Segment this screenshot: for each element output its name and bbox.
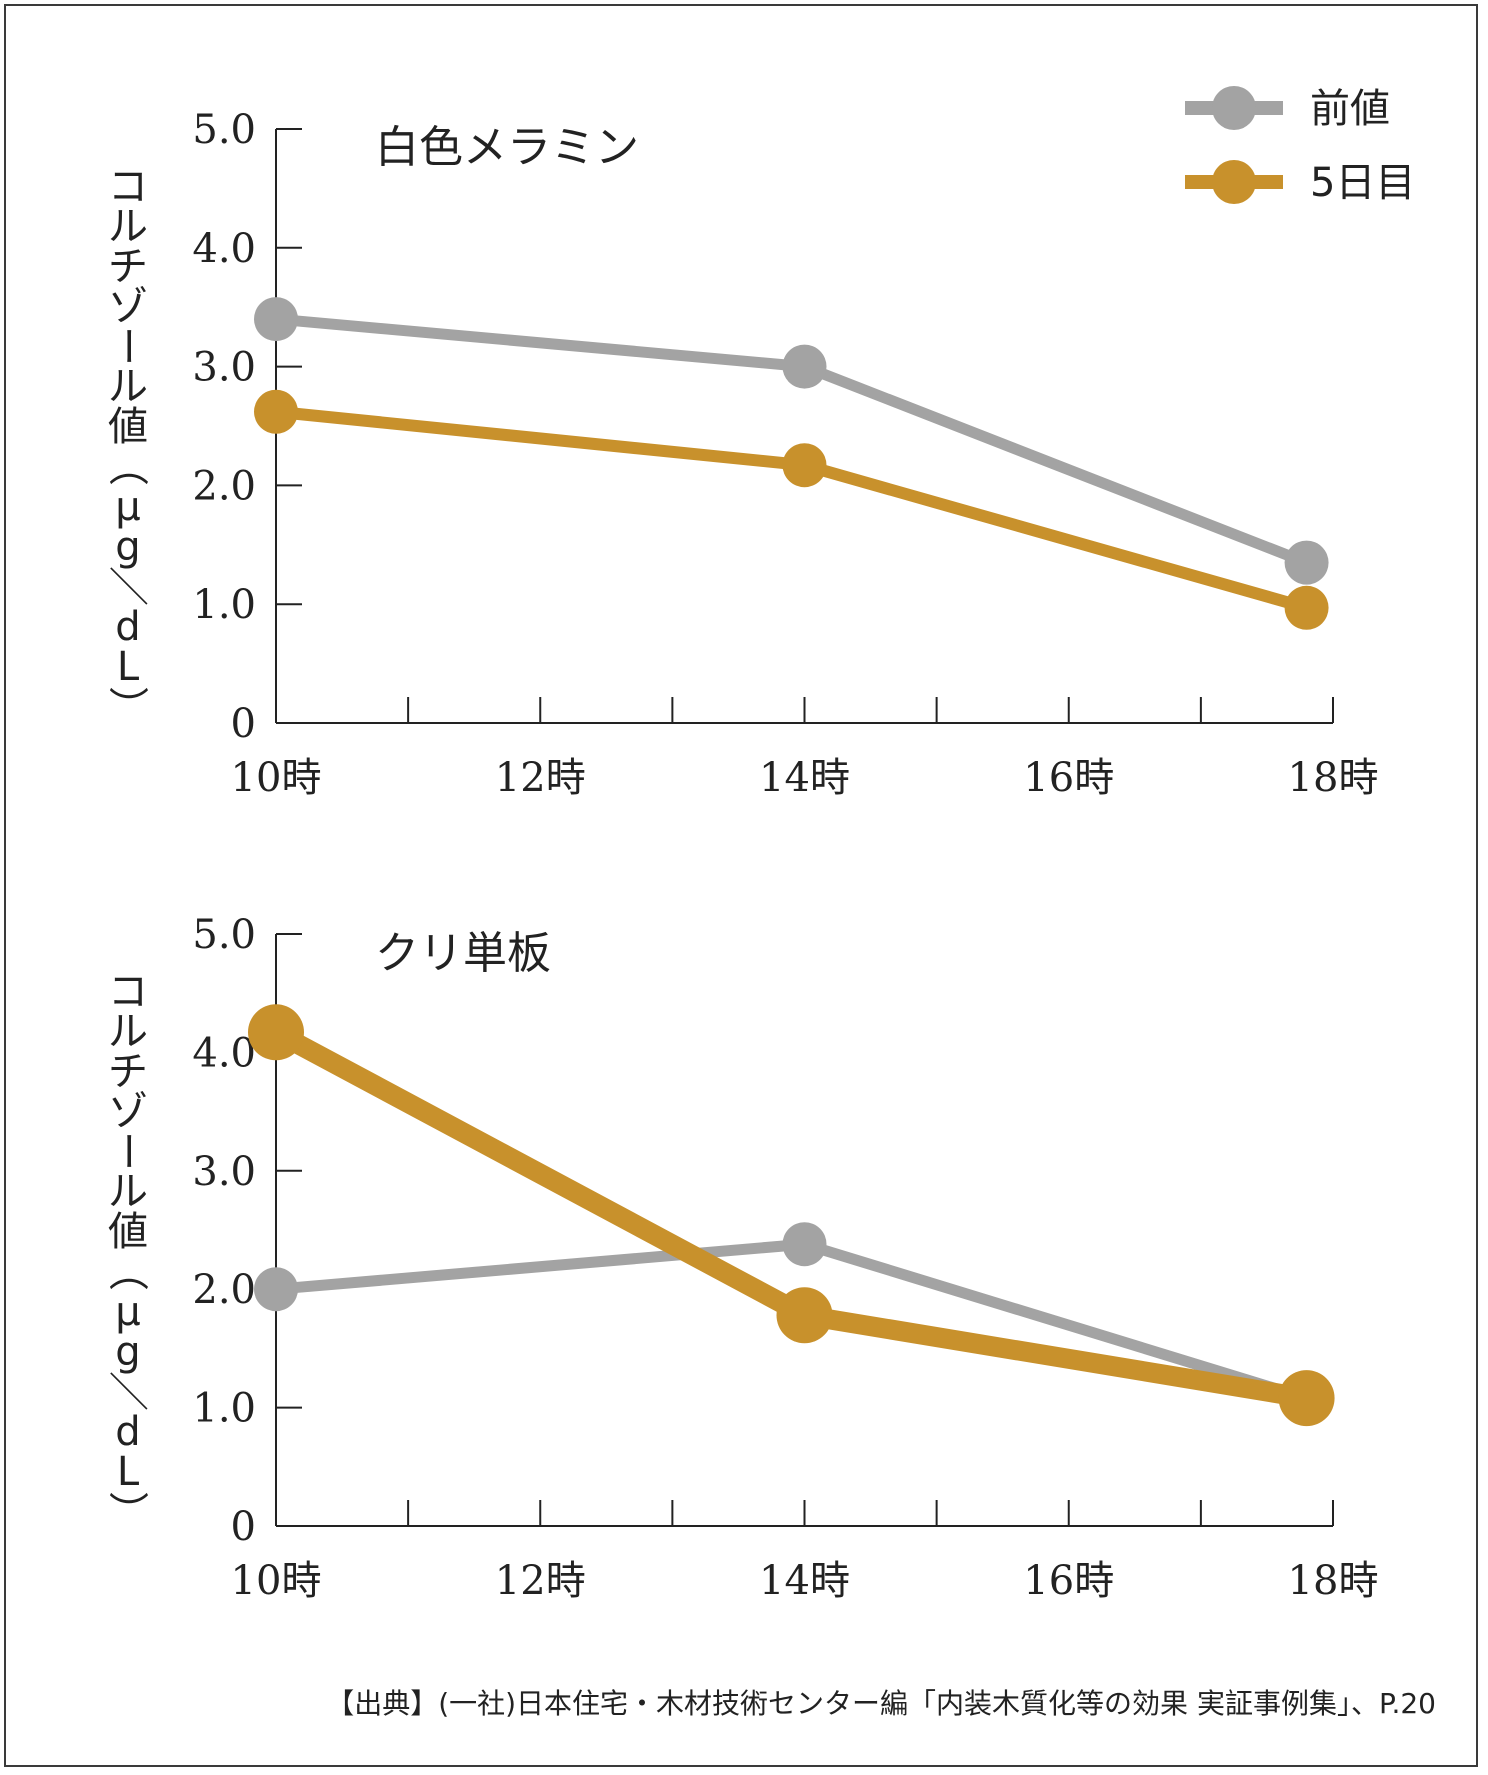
y-axis-label-char: ル	[108, 364, 148, 410]
x-tick-label: 12時	[495, 1558, 586, 1604]
y-axis-label-char: 値	[108, 404, 148, 450]
y-axis-label-char: d	[115, 604, 140, 650]
x-tick-label: 10時	[231, 1558, 322, 1604]
x-tick-label: 14時	[759, 1558, 850, 1604]
y-axis-label-char: ル	[108, 1169, 148, 1215]
series-layer	[248, 1004, 1335, 1427]
y-tick-label: 4.0	[192, 226, 256, 272]
y-axis-label-char: コ	[108, 164, 148, 210]
legend-marker-previous	[1212, 86, 1256, 130]
y-axis-label-char: L	[117, 644, 140, 690]
y-tick-label: 3.0	[192, 1149, 256, 1195]
x-tick-label: 16時	[1023, 1558, 1114, 1604]
data-point-previous	[254, 1267, 298, 1312]
y-tick-label: 1.0	[192, 1386, 256, 1432]
y-axis-label-char: コ	[108, 969, 148, 1015]
y-axis-label-char: ゾ	[108, 284, 148, 330]
x-tick-label: 16時	[1023, 755, 1114, 801]
y-tick-label: 2.0	[192, 1267, 256, 1313]
y-axis-label-char: ル	[108, 204, 148, 250]
data-point-previous	[782, 1222, 827, 1267]
y-axis-label-char: ／	[104, 566, 150, 606]
axes: 0 1.0 2.0 3.0 4.0 5.0 10時 12時 14時 16時 18時	[192, 107, 1378, 801]
chart-title: クリ単板	[375, 928, 551, 979]
chart-title: 白色メラミン	[375, 122, 639, 173]
data-point-previous	[1284, 540, 1329, 585]
source-citation: 【出典】(一社)日本住宅・木材技術センター編「内装木質化等の効果 実証事例集」、…	[326, 1687, 1436, 1720]
y-tick-label: 0	[231, 701, 256, 747]
x-tick-label: 14時	[759, 755, 850, 801]
y-axis-label-char: チ	[108, 244, 148, 290]
data-point-previous	[782, 344, 827, 389]
series-line-day5	[266, 1022, 1317, 1409]
y-axis-label-char: （	[104, 1251, 150, 1291]
y-axis-label-char: ル	[108, 1009, 148, 1055]
x-tick-label: 18時	[1288, 1558, 1379, 1604]
x-tick-label: 18時	[1288, 755, 1379, 801]
figure-frame	[4, 4, 1478, 1767]
data-point-day5	[1278, 1370, 1335, 1427]
y-axis-label-char: ゾ	[108, 1089, 148, 1135]
legend-label-day5: 5日目	[1310, 160, 1415, 206]
y-tick-label: 5.0	[192, 107, 256, 153]
y-tick-label: 2.0	[192, 463, 256, 509]
y-axis-label-char: μ	[115, 484, 140, 530]
y-axis-label-char: ／	[104, 1371, 150, 1411]
axes: 0 1.0 2.0 3.0 4.0 5.0 10時 12時 14時 16時 18時	[192, 912, 1378, 1604]
y-axis-label-char: チ	[108, 1049, 148, 1095]
y-axis-label-char: g	[115, 524, 140, 570]
data-point-previous	[254, 297, 298, 342]
y-axis-label-char: d	[115, 1409, 140, 1455]
x-tick-label: 12時	[495, 755, 586, 801]
y-axis-label-char: （	[104, 446, 150, 486]
data-point-day5	[248, 1004, 304, 1061]
data-point-day5	[782, 443, 827, 488]
legend-label-previous: 前値	[1310, 86, 1390, 132]
y-tick-label: 3.0	[192, 345, 256, 391]
data-point-day5	[1284, 585, 1329, 630]
series-layer	[254, 297, 1329, 630]
y-axis-label-char: 値	[108, 1209, 148, 1255]
y-axis-label-char: g	[115, 1329, 140, 1375]
y-tick-label: 5.0	[192, 912, 256, 958]
data-point-day5	[254, 389, 298, 434]
y-axis-label-char: L	[117, 1449, 140, 1495]
y-axis-label-char: ）	[104, 1491, 150, 1531]
data-point-day5	[776, 1287, 833, 1344]
y-axis-label-char: ー	[104, 326, 150, 366]
series-line-day5	[270, 405, 1313, 614]
y-tick-label: 1.0	[192, 582, 256, 628]
y-axis-label-char: ）	[104, 686, 150, 726]
y-tick-label: 4.0	[192, 1030, 256, 1076]
legend-marker-day5	[1212, 160, 1256, 204]
y-axis-label-char: μ	[115, 1289, 140, 1335]
legend: 前値 5日目	[1185, 86, 1415, 206]
y-tick-label: 0	[231, 1504, 256, 1550]
x-tick-label: 10時	[231, 755, 322, 801]
y-axis-label-char: ー	[104, 1131, 150, 1171]
